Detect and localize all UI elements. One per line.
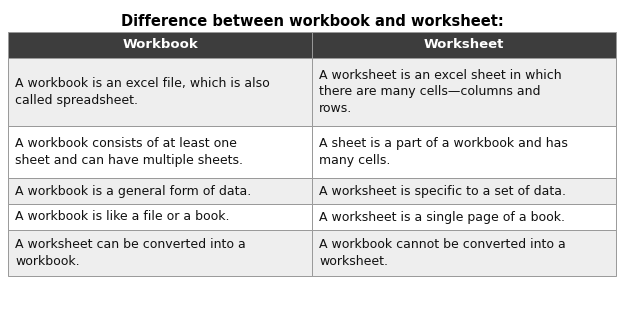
Text: Worksheet: Worksheet: [424, 39, 504, 52]
Bar: [8, 32, 312, 58]
Text: A workbook cannot be converted into a
worksheet.: A workbook cannot be converted into a wo…: [319, 238, 566, 268]
Text: Difference between workbook and worksheet:: Difference between workbook and workshee…: [120, 15, 504, 29]
Bar: [8, 126, 312, 178]
Bar: [312, 230, 616, 276]
Text: A worksheet is an excel sheet in which
there are many cells—columns and
rows.: A worksheet is an excel sheet in which t…: [319, 69, 562, 115]
Bar: [312, 126, 616, 178]
Text: A workbook is a general form of data.: A workbook is a general form of data.: [15, 184, 251, 197]
Bar: [312, 178, 616, 204]
Text: A workbook consists of at least one
sheet and can have multiple sheets.: A workbook consists of at least one shee…: [15, 137, 243, 167]
Text: A worksheet can be converted into a
workbook.: A worksheet can be converted into a work…: [15, 238, 246, 268]
Bar: [8, 230, 312, 276]
Text: A workbook is an excel file, which is also
called spreadsheet.: A workbook is an excel file, which is al…: [15, 77, 270, 107]
Text: A worksheet is specific to a set of data.: A worksheet is specific to a set of data…: [319, 184, 566, 197]
Bar: [8, 58, 312, 126]
Bar: [312, 58, 616, 126]
Text: A worksheet is a single page of a book.: A worksheet is a single page of a book.: [319, 210, 565, 223]
Text: Workbook: Workbook: [122, 39, 198, 52]
Bar: [8, 178, 312, 204]
Text: A sheet is a part of a workbook and has
many cells.: A sheet is a part of a workbook and has …: [319, 137, 568, 167]
Bar: [312, 32, 616, 58]
Text: A workbook is like a file or a book.: A workbook is like a file or a book.: [15, 210, 230, 223]
Bar: [8, 204, 312, 230]
Bar: [312, 204, 616, 230]
